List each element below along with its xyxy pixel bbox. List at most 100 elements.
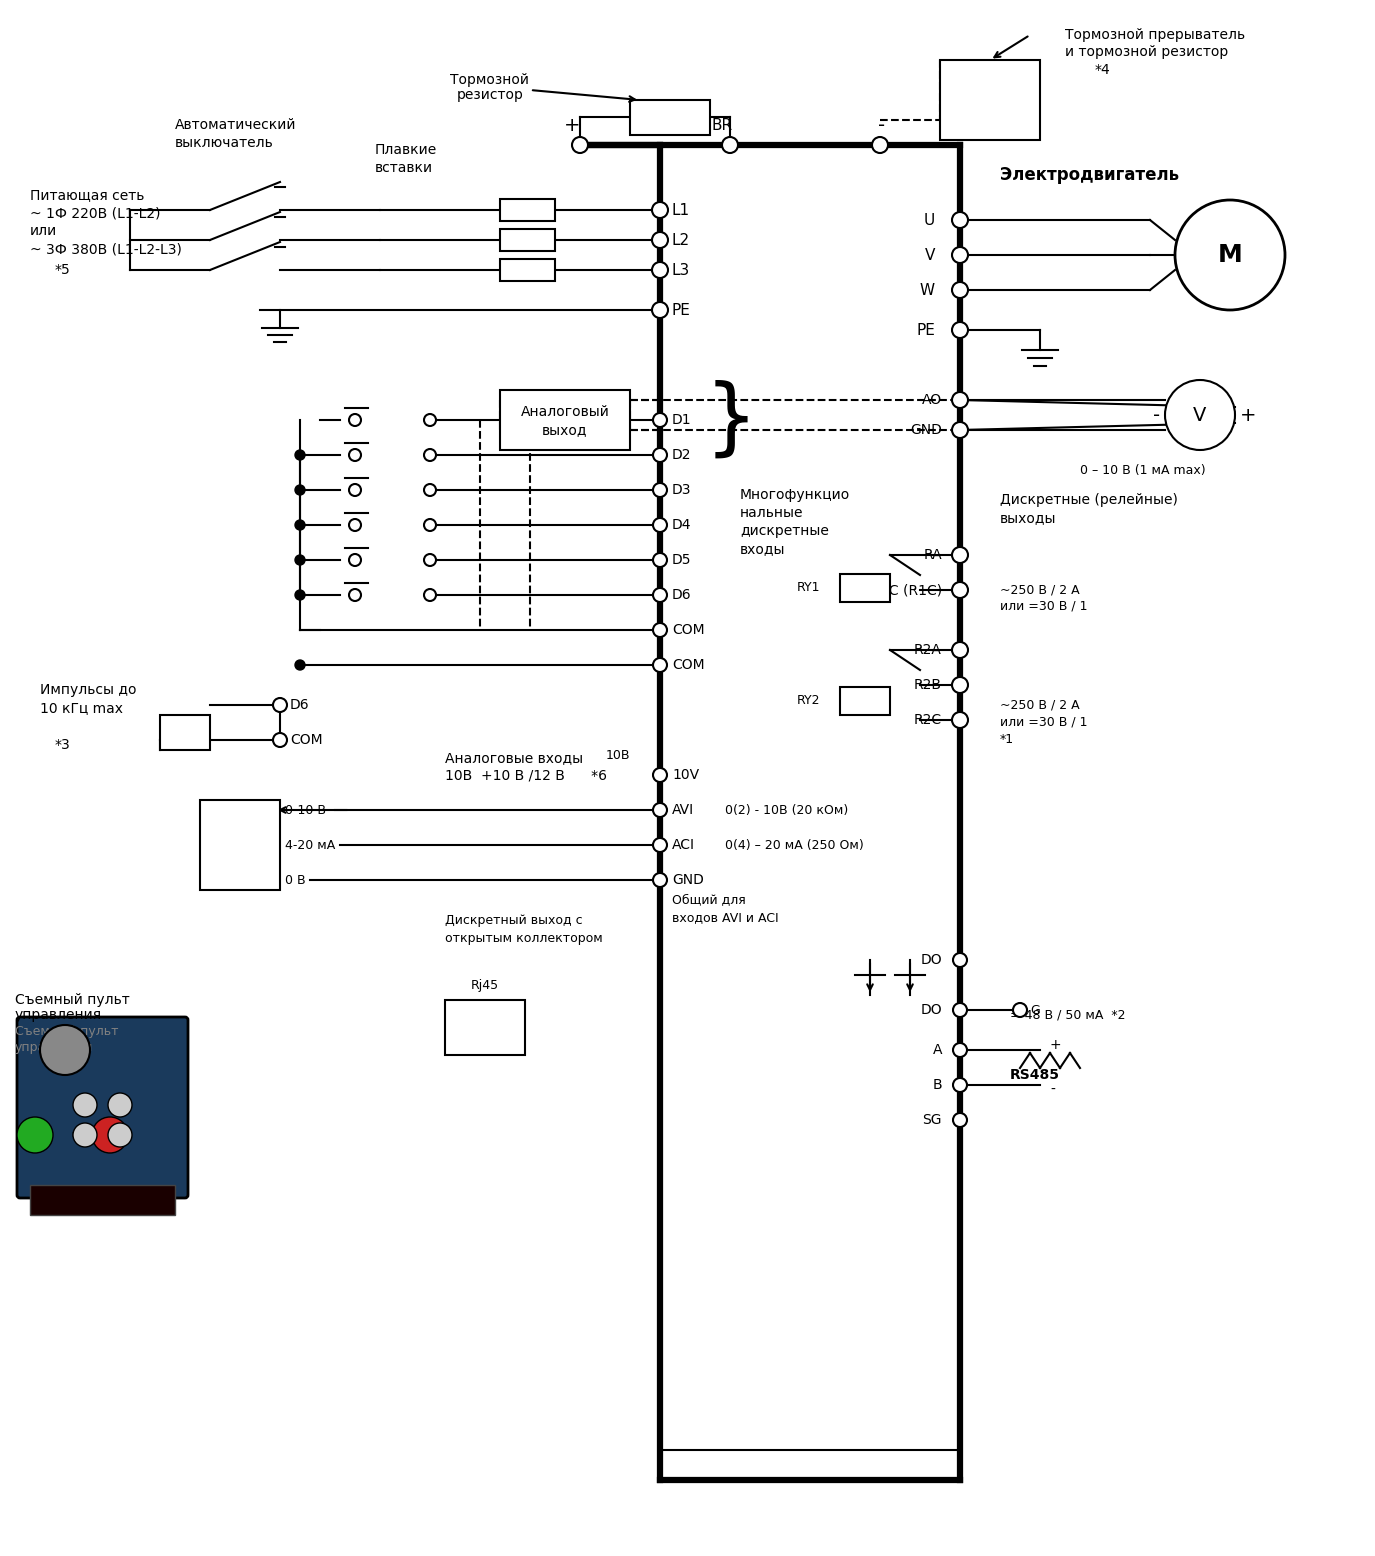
Circle shape — [349, 450, 362, 461]
Text: D5: D5 — [672, 552, 692, 566]
Circle shape — [653, 482, 667, 496]
Text: }: } — [705, 380, 758, 461]
Text: W: W — [920, 283, 935, 297]
Bar — [446, 1001, 525, 1055]
Text: СТОП: СТОП — [98, 1131, 122, 1139]
Circle shape — [109, 1123, 132, 1147]
Text: 0(2) - 10В (20 кОм): 0(2) - 10В (20 кОм) — [725, 803, 848, 817]
Text: -: - — [1152, 406, 1160, 425]
Text: Многофункцио: Многофункцио — [740, 489, 850, 503]
Circle shape — [872, 137, 888, 152]
Text: 0-10 В: 0-10 В — [285, 803, 326, 817]
Bar — [840, 688, 890, 716]
Text: выключатель: выключатель — [175, 135, 274, 149]
Circle shape — [424, 414, 436, 426]
Text: V: V — [1194, 406, 1207, 425]
Text: *3: *3 — [55, 738, 70, 752]
Circle shape — [953, 952, 967, 966]
Text: Тормозной прерыватель: Тормозной прерыватель — [1066, 28, 1246, 42]
Text: вставки: вставки — [375, 160, 433, 174]
Circle shape — [296, 555, 305, 565]
Text: PE: PE — [672, 302, 690, 317]
Text: или =30 В / 1: или =30 В / 1 — [1000, 716, 1088, 728]
Circle shape — [653, 518, 667, 532]
Text: *5: *5 — [55, 263, 70, 277]
Text: M: M — [1218, 243, 1243, 268]
Text: R2B: R2B — [914, 678, 942, 692]
Circle shape — [274, 699, 287, 713]
Text: ВВОД: ВВОД — [110, 1131, 131, 1137]
Text: L1: L1 — [672, 202, 690, 218]
Circle shape — [951, 392, 968, 408]
Text: 4-20 мА: 4-20 мА — [285, 839, 336, 851]
Circle shape — [1165, 380, 1235, 450]
Text: дискретные: дискретные — [740, 524, 829, 538]
Text: Общий для: Общий для — [672, 893, 745, 907]
Circle shape — [653, 448, 667, 462]
Circle shape — [424, 554, 436, 566]
Text: *1: *1 — [1000, 733, 1015, 745]
Text: ПУСК: ПУСК — [23, 1131, 47, 1139]
Circle shape — [951, 643, 968, 658]
Text: или =30 В / 1: или =30 В / 1 — [1000, 599, 1088, 613]
Circle shape — [424, 484, 436, 496]
Text: Тормозной: Тормозной — [451, 73, 529, 87]
Text: B: B — [932, 1078, 942, 1092]
Bar — [30, 1186, 175, 1215]
Circle shape — [73, 1092, 98, 1117]
Circle shape — [572, 137, 588, 152]
Bar — [199, 800, 280, 890]
Text: RS485: RS485 — [1011, 1067, 1060, 1081]
Text: нальные: нальные — [740, 506, 803, 520]
Circle shape — [653, 803, 667, 817]
Text: SG: SG — [923, 1113, 942, 1127]
Text: v: v — [118, 1102, 122, 1108]
Text: COM: COM — [290, 733, 323, 747]
Circle shape — [424, 590, 436, 601]
Text: Съемный пульт: Съемный пульт — [15, 1025, 118, 1038]
Circle shape — [951, 582, 968, 598]
FancyBboxPatch shape — [16, 1018, 188, 1198]
Circle shape — [424, 450, 436, 461]
Circle shape — [653, 873, 667, 887]
Circle shape — [296, 520, 305, 531]
Text: 0(4) – 20 мА (250 Ом): 0(4) – 20 мА (250 Ом) — [725, 839, 864, 851]
Text: управления: управления — [15, 1008, 102, 1022]
Text: открытым коллектором: открытым коллектором — [446, 932, 602, 944]
Circle shape — [296, 450, 305, 461]
Text: или: или — [30, 224, 58, 238]
Bar — [630, 100, 710, 135]
Circle shape — [951, 282, 968, 299]
Text: 10V: 10V — [672, 769, 698, 783]
Text: РЕЖИМ: РЕЖИМ — [72, 1133, 99, 1137]
Circle shape — [653, 622, 667, 636]
Circle shape — [349, 484, 362, 496]
Circle shape — [953, 1113, 967, 1127]
Text: GND: GND — [910, 423, 942, 437]
Circle shape — [653, 769, 667, 783]
Text: Плавкие: Плавкие — [375, 143, 437, 157]
Circle shape — [951, 322, 968, 338]
Text: Дискретные (релейные): Дискретные (релейные) — [1000, 493, 1178, 507]
Text: D3: D3 — [672, 482, 692, 496]
Text: L2: L2 — [672, 232, 690, 247]
Text: PE: PE — [916, 322, 935, 338]
Bar — [500, 199, 556, 221]
Text: +: + — [564, 115, 580, 134]
Text: ACI: ACI — [672, 839, 694, 853]
Text: ^: ^ — [82, 1102, 88, 1108]
Text: Аналоговый: Аналоговый — [521, 405, 609, 419]
Circle shape — [424, 520, 436, 531]
Circle shape — [951, 713, 968, 728]
Text: 0 – 10 В (1 мА max): 0 – 10 В (1 мА max) — [1079, 464, 1206, 476]
Text: U: U — [924, 213, 935, 227]
Text: DO: DO — [920, 1004, 942, 1018]
Circle shape — [953, 1078, 967, 1092]
Text: RC (R1C): RC (R1C) — [880, 584, 942, 598]
Text: резистор: резистор — [456, 89, 524, 103]
Text: A: A — [932, 1043, 942, 1057]
Text: RY1: RY1 — [796, 580, 820, 593]
Text: Автоматический: Автоматический — [175, 118, 297, 132]
Circle shape — [109, 1092, 132, 1117]
Text: D6: D6 — [290, 699, 309, 713]
